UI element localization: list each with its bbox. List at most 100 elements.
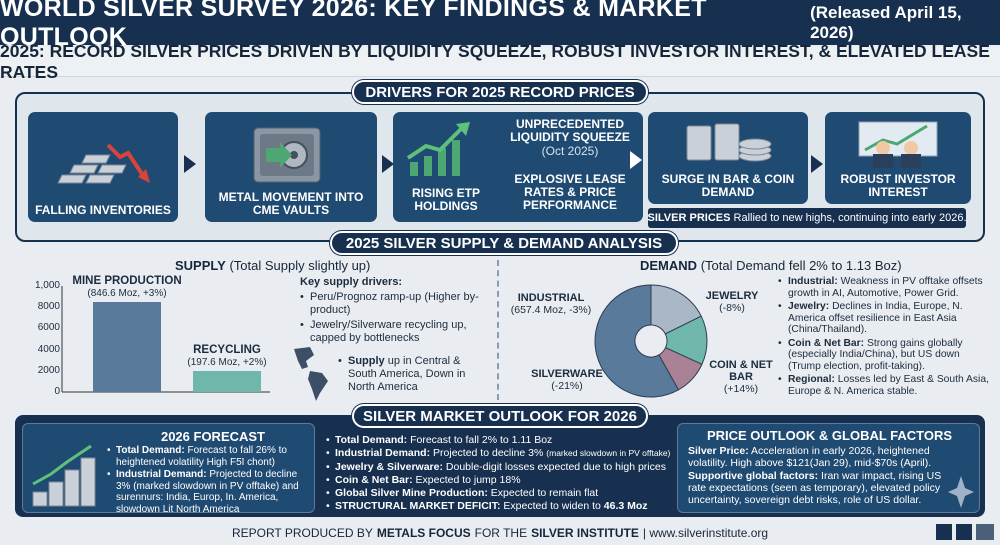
silver-bars-icon (57, 143, 150, 184)
forecast-title: 2026 FORECAST (160, 429, 266, 444)
outlook-item-bold: Global Silver Mine Production: (335, 487, 488, 500)
price-text-block: Silver Price: Acceleration in early 2026… (688, 445, 943, 469)
price-label: Silver Price: (688, 445, 749, 457)
supply-regional-bold: Supply (348, 355, 385, 367)
page-title: WORLD SILVER SURVEY 2026: KEY FINDINGS &… (0, 0, 707, 51)
supply-bar-detail: (846.6 Moz, +3%) (87, 288, 167, 300)
forecast-item-bold: Industrial Demand: (116, 469, 207, 480)
outlook-item-text: Double-digit losses expected due to high… (445, 460, 666, 473)
investors-icon (858, 121, 938, 168)
flow-arrow (630, 151, 642, 169)
driver-card-bar-coin: SURGE IN BAR & COIN DEMAND (648, 112, 808, 204)
footer-text: FOR THE (474, 525, 528, 540)
note-text: Declines in India, Europe, N. America of… (788, 301, 963, 335)
supply-tick-label: 6000 (37, 322, 60, 334)
slice-label-industrial: INDUSTRIAL (657.4 Moz, -3%) (510, 292, 592, 316)
supply-tick-label: 1,000 (34, 280, 60, 291)
supply-driver-item: Peru/Prognoz ramp-up (Higher by-product) (300, 291, 490, 317)
factors-text-block: Supportive global factors: Iran war impa… (688, 470, 943, 506)
outlook-item-bold: Jewelry & Silverware: (335, 460, 443, 473)
slice-label-silverware: SILVERWARE (-21%) (530, 368, 604, 392)
flow-arrow (382, 155, 394, 173)
release-date: (Released April 15, 2026) (810, 2, 962, 42)
note-text: Losses led by East & South Asia, Europe … (788, 374, 989, 397)
outlook-item-bold: Industrial Demand: (335, 447, 431, 460)
squeeze-date: (Oct 2025) (541, 144, 599, 158)
demand-title-bold: DEMAND (640, 258, 698, 273)
liquidity-squeeze-label: UNPRECEDENTED LIQUIDITY SQUEEZE (510, 117, 630, 144)
vault-icon (253, 127, 321, 183)
driver-label: ROBUST INVESTOR INTEREST (840, 172, 956, 199)
deficit-value: 46.3 Moz (603, 500, 648, 513)
americas-map-icon (294, 347, 328, 401)
sparkle-icon (948, 476, 974, 508)
section-divider (497, 260, 499, 400)
supply-bar (93, 302, 161, 392)
supply-title-bold: SUPPLY (175, 258, 226, 273)
outlook-summary-list: Total Demand: Forecast to fall 2% to 1.1… (326, 434, 671, 514)
slice-name: SILVERWARE (531, 368, 603, 380)
lease-rates-label: EXPLOSIVE LEASE RATES & PRICE PERFORMANC… (514, 172, 626, 212)
footer-text: REPORT PRODUCED BY (231, 525, 373, 540)
supply-driver-item: Jewelry/Silverware recycling up, capped … (300, 319, 490, 345)
price-text: Acceleration in early 2026, heightened v… (688, 445, 932, 469)
footer-logos-icon (936, 524, 994, 540)
supply-regional: Supply up in Central & South America, Do… (338, 355, 488, 396)
driver-label: SURGE IN BAR & COIN DEMAND (661, 172, 795, 199)
factors-label: Supportive global factors: (688, 470, 819, 482)
outlook-item-text: Expected to remain flat (490, 487, 599, 500)
slice-label-jewelry: JEWELRY (-8%) (702, 290, 762, 314)
supply-tick-label: 4000 (37, 343, 60, 355)
footer-website[interactable]: | www.silverinstitute.org (642, 525, 769, 540)
slice-name: COIN & NET BAR (709, 359, 773, 383)
demand-notes: Industrial: Weakness in PV offtake offse… (778, 276, 990, 399)
note-bold: Jewelry: (788, 301, 830, 312)
driver-label: RISING ETP HOLDINGS (411, 186, 480, 213)
driver-label: METAL MOVEMENT INTO CME VAULTS (218, 190, 364, 217)
outlook-item-note: (marked slowdown in PV offtake) (546, 448, 671, 459)
drivers-title: DRIVERS FOR 2025 RECORD PRICES (352, 80, 648, 104)
footer-institute: SILVER INSTITUTE (531, 525, 639, 540)
silver-prices-note: SILVER PRICES Rallied to new highs, cont… (647, 208, 967, 228)
supply-bar-name: MINE PRODUCTION (72, 275, 182, 288)
forecast-item-text: Forecast to fall 26% to heightened volat… (116, 445, 287, 468)
supply-axes (61, 286, 270, 393)
supply-bar-label: RECYCLING (197.6 Moz, +2%) (171, 344, 283, 369)
slice-detail: (657.4 Moz, -3%) (510, 304, 592, 316)
outlook-item-text: Expected to jump 18% (415, 473, 521, 486)
note-bold: Industrial: (788, 276, 838, 287)
driver-label: FALLING INVENTORIES (35, 203, 171, 217)
supply-bar-label: MINE PRODUCTION (846.6 Moz, +3%) (71, 275, 183, 300)
subtitle: 2025: RECORD SILVER PRICES DRIVEN BY LIQ… (0, 41, 1000, 82)
rising-chart-icon (406, 122, 470, 176)
supply-title: SUPPLY (Total Supply slightly up) (175, 258, 370, 273)
driver-card-cme-vaults: METAL MOVEMENT INTO CME VAULTS (205, 112, 377, 222)
price-outlook-box: PRICE OUTLOOK & GLOBAL FACTORS Silver Pr… (677, 423, 980, 513)
footer-producer: METALS FOCUS (376, 525, 471, 540)
silver-prices-label: SILVER PRICES (647, 212, 731, 224)
factors-text: Iran war impact, rising US rate expectat… (688, 470, 942, 506)
outlook-item-bold: Total Demand: (335, 434, 408, 446)
coin-stacks-chart-icon (32, 444, 96, 507)
note-bold: Regional: (788, 374, 835, 385)
supply-bar-name: RECYCLING (193, 344, 261, 357)
slice-detail: (-21%) (551, 380, 583, 392)
outlook-item-bold: Coin & Net Bar: (335, 473, 413, 486)
forecast-box: 2026 FORECAST Total Demand: Forecast to … (22, 423, 315, 515)
header-banner: WORLD SILVER SURVEY 2026: KEY FINDINGS &… (0, 0, 1000, 51)
driver-card-inventories: FALLING INVENTORIES (28, 112, 178, 222)
supply-tick-label: 2000 (37, 364, 60, 376)
supply-drivers-list: Key supply drivers: Peru/Prognoz ramp-up… (300, 276, 490, 347)
demand-title-rest: (Total Demand fell 2% to 1.13 Boz) (700, 258, 902, 273)
outlook-item-text: Forecast to fall 2% to 1.11 Boz (410, 434, 553, 446)
note-text: Weakness in PV offtake offsets growth in… (788, 276, 983, 299)
note-bold: Coin & Net Bar: (788, 337, 865, 349)
slice-label-coin-bar: COIN & NET BAR (+14%) (706, 359, 776, 395)
coins-and-bars-icon (686, 123, 772, 162)
silver-prices-text: Rallied to new highs, continuing into ea… (733, 212, 967, 224)
footer: REPORT PRODUCED BY METALS FOCUS FOR THE … (0, 520, 1000, 545)
slice-detail: (+14%) (723, 383, 759, 395)
outlook-item-text: Expected to widen to (503, 500, 601, 513)
supply-drivers-title: Key supply drivers: (300, 276, 403, 288)
supply-tick-label: 0 (54, 386, 60, 397)
